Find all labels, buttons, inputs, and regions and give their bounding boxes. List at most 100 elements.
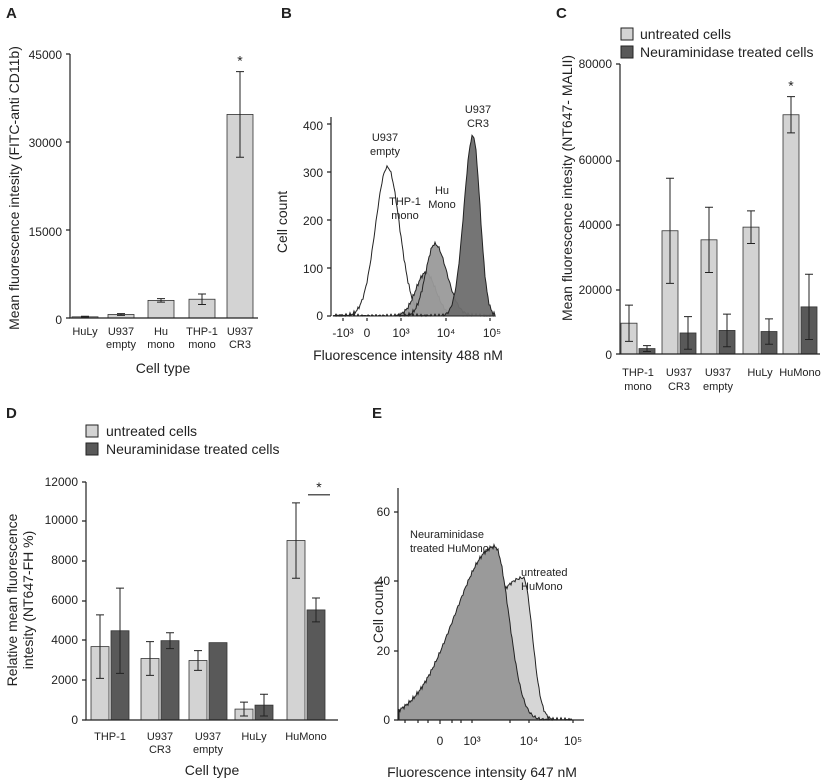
panel-c-error-s1-4 (805, 273, 813, 340)
panel-d-ytick-6: 12000 (45, 475, 79, 489)
panel-e-label-untreated-l1: untreated (521, 567, 567, 579)
panel-c-yticks (616, 63, 620, 355)
panel-b-xtick-0: -10³ (332, 326, 353, 340)
panel-b-label-u937-empty-l1: U937 (372, 132, 398, 144)
panel-e-label-treated-l1: Neuraminidase (410, 529, 484, 541)
panel-b-ytick-3: 300 (303, 166, 323, 180)
panel-c-ytick-3: 60000 (579, 153, 613, 167)
panel-b-ytick-2: 200 (303, 214, 323, 228)
panel-d-y-title-l1: Relative mean fluorescence (4, 513, 20, 686)
panel-c-error-s0-2 (705, 206, 713, 273)
panel-c-legend-untreated: untreated cells (640, 26, 731, 42)
panel-b-ytick-4: 400 (303, 119, 323, 133)
panel-b-xtick-4: 10⁵ (483, 326, 501, 340)
panel-c-y-title: Mean fluorescence intesity (NT647- MALII… (559, 55, 575, 321)
panel-b-x-title: Fluorescence intensity 488 nM (313, 347, 503, 363)
panel-b-yticks (327, 123, 331, 317)
panel-b-y-title: Cell count (274, 191, 290, 253)
panel-c-cat-4: HuMono (779, 367, 821, 379)
panel-c-cat-0-l1: THP-1 (622, 367, 654, 379)
panel-b-ytick-0: 0 (316, 309, 323, 323)
panel-a-cat-1-l2: empty (106, 339, 136, 351)
panel-d-bar-s1-1 (160, 640, 180, 721)
panel-d-error-s0-4 (292, 502, 300, 579)
panel-c-error-s0-1 (666, 177, 674, 284)
panel-c-ytick-4: 80000 (579, 57, 613, 71)
panel-c-cat-1-l2: CR3 (668, 381, 690, 393)
panel-b-xtick-3: 10⁴ (437, 326, 456, 340)
panel-e-histograms (398, 543, 574, 722)
panel-c-error-s1-3 (765, 318, 773, 345)
panel-d-bar-s1-2 (208, 642, 228, 721)
panel-d-error-s1-1 (166, 632, 174, 650)
panel-c-significance: * (788, 78, 794, 94)
panel-e-ytick-1: 20 (377, 644, 391, 658)
panel-e: E Cell count 0 20 40 60 0 10³ 10⁴ 10⁵ Fl… (370, 405, 584, 780)
panel-a-cat-2-l2: mono (147, 339, 175, 351)
panel-e-xtick-1: 10³ (463, 734, 480, 748)
panel-c-legend-swatch-untreated (620, 27, 634, 41)
panel-a-significance: * (237, 53, 243, 69)
panel-b-hist-3 (332, 134, 496, 317)
panel-d-x-title: Cell type (185, 762, 240, 778)
panel-c-cat-3: HuLy (747, 367, 773, 379)
panel-d-error-s0-2 (194, 650, 202, 671)
panel-e-ytick-3: 60 (377, 505, 391, 519)
panel-b-ytick-1: 100 (303, 262, 323, 276)
panel-e-xtick-3: 10⁵ (564, 734, 582, 748)
panel-d-ytick-1: 2000 (51, 673, 78, 687)
panel-a-ytick-1: 15000 (29, 225, 63, 239)
panel-c-legend-treated: Neuraminidase treated cells (640, 44, 814, 60)
panel-b-label-humono-l1: Hu (435, 185, 449, 197)
panel-c-bar-s0-3 (742, 226, 760, 355)
panel-a-cat-1-l1: U937 (108, 326, 134, 338)
panel-d-error-s0-1 (146, 641, 154, 676)
panel-d-cat-0: THP-1 (94, 731, 126, 743)
panel-d-ytick-3: 6000 (51, 593, 78, 607)
panel-d-cat-2-l1: U937 (195, 731, 221, 743)
panel-e-ytick-2: 40 (377, 574, 391, 588)
panel-d-cat-4: HuMono (285, 731, 327, 743)
panel-d-significance: * (316, 479, 322, 495)
panel-e-xtick-2: 10⁴ (520, 734, 539, 748)
panel-b-xtick-1: 0 (364, 326, 371, 340)
panel-e-yticks (394, 511, 398, 721)
panel-a-bar-2 (147, 299, 175, 319)
panel-d-cat-3: HuLy (241, 731, 267, 743)
panel-c: C untreated cells Neuraminidase treated … (556, 5, 821, 393)
panel-e-x-title: Fluorescence intensity 647 nM (387, 764, 577, 780)
panel-a-cat-0: HuLy (72, 326, 98, 338)
panel-c-error-s1-2 (723, 313, 731, 348)
panel-d: D untreated cells Neuraminidase treated … (4, 405, 338, 778)
panel-a-error-3 (198, 293, 206, 306)
panel-a-cat-3-l2: mono (188, 339, 216, 351)
panel-a-ytick-3: 45000 (29, 48, 63, 62)
panel-a-bars: * (71, 53, 254, 319)
panel-e-y-title: Cell count (370, 581, 386, 643)
panel-d-cat-1-l1: U937 (147, 731, 173, 743)
panel-d-cat-2-l2: empty (193, 744, 223, 756)
panel-d-legend-swatch-treated (85, 442, 99, 456)
panel-a-cat-2-l1: Hu (154, 326, 168, 338)
panel-d-y-title-l2: intesity (NT647-FH %) (20, 531, 36, 669)
panel-b-label-thp1-l1: THP-1 (389, 196, 421, 208)
panel-b-histograms (332, 134, 496, 318)
panel-d-yticks (82, 481, 86, 721)
panel-d-error-s0-3 (240, 701, 248, 717)
panel-b-label-humono-l2: Mono (428, 199, 456, 211)
panel-d-cat-1-l2: CR3 (149, 744, 171, 756)
panel-a-yticks (66, 53, 70, 319)
panel-e-letter: E (372, 405, 382, 422)
panel-c-cat-2-l1: U937 (705, 367, 731, 379)
panel-c-ytick-1: 20000 (579, 283, 613, 297)
panel-d-ytick-2: 4000 (51, 633, 78, 647)
panel-c-bars: * (620, 78, 818, 355)
panel-e-ytick-0: 0 (383, 713, 390, 727)
panel-c-bar-s0-4 (782, 114, 800, 355)
panel-c-error-s1-1 (684, 316, 692, 350)
panel-c-ytick-2: 40000 (579, 218, 613, 232)
panel-d-error-s1-0 (116, 587, 124, 674)
panel-c-letter: C (556, 5, 567, 22)
panel-b-xtick-2: 10³ (392, 326, 409, 340)
